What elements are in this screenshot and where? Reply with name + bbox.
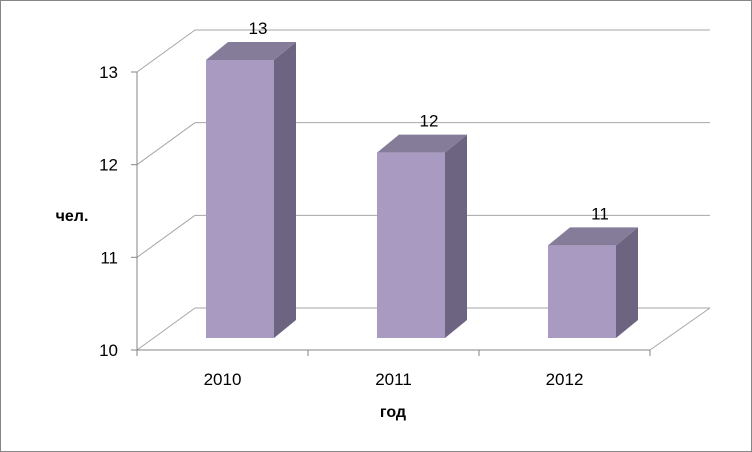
labels: 10 11 12 13 13 2010 12 2011 11 2012 <box>99 19 609 389</box>
bar-side <box>274 42 296 338</box>
gridline-side <box>136 122 196 166</box>
floor-edge <box>649 307 711 351</box>
bar <box>548 245 616 338</box>
y-tick-label: 13 <box>99 63 118 82</box>
gridline-side <box>136 214 196 258</box>
y-tick-label: 12 <box>99 156 118 175</box>
gridline-side <box>136 307 196 351</box>
bar-side <box>616 227 638 338</box>
x-tick-label: 2010 <box>204 370 242 389</box>
data-label: 12 <box>420 112 439 131</box>
bar-side <box>445 134 467 338</box>
bars <box>206 42 638 338</box>
bar <box>377 152 445 338</box>
x-tick-label: 2012 <box>546 370 584 389</box>
bar-top <box>548 227 638 246</box>
data-label: 13 <box>249 19 268 38</box>
data-label: 11 <box>591 204 609 223</box>
x-tick-label: 2011 <box>375 370 412 389</box>
x-axis-title: год <box>380 404 406 421</box>
gridline-side <box>136 29 196 73</box>
y-tick-label: 10 <box>99 341 118 360</box>
y-axis-title: чел. <box>56 208 89 225</box>
bar <box>206 60 274 338</box>
bar-top <box>377 134 467 153</box>
y-tick-label: 11 <box>100 248 118 267</box>
bar-top <box>206 42 296 60</box>
